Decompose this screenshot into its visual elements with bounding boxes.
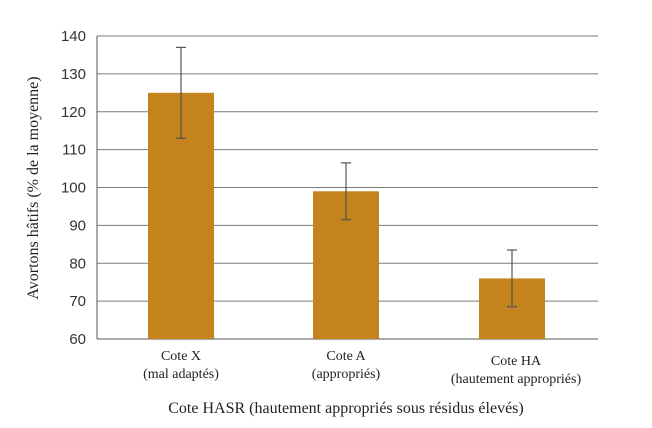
x-category-label-2-line-1: Cote A bbox=[326, 349, 366, 364]
y-axis-title: Avortons hâtifs (% de la moyenne) bbox=[25, 76, 42, 299]
x-category-labels: Cote X (mal adaptés) Cote A (appropriés) Cot… bbox=[143, 349, 581, 387]
x-category-label-1-line-2: (mal adaptés) bbox=[143, 367, 219, 382]
error-bars bbox=[176, 46, 517, 308]
bars bbox=[148, 92, 545, 339]
y-tick-130: 130 bbox=[61, 66, 86, 83]
x-category-label-2-line-2: (appropriés) bbox=[312, 367, 381, 382]
y-tick-80: 80 bbox=[69, 255, 86, 272]
x-category-label-3-line-2: (hautement appropriés) bbox=[451, 372, 582, 387]
y-tick-90: 90 bbox=[69, 217, 86, 234]
x-axis-title: Cote HASR (hautement appropriés sous rés… bbox=[168, 400, 523, 417]
x-category-label-3-line-1: Cote HA bbox=[491, 354, 542, 369]
y-tick-70: 70 bbox=[69, 293, 86, 310]
x-category-label-1-line-1: Cote X bbox=[161, 349, 201, 364]
y-tick-60: 60 bbox=[69, 331, 86, 348]
y-tick-100: 100 bbox=[61, 180, 86, 197]
y-tick-labels: 60 70 80 90 100 110 120 130 140 bbox=[61, 28, 86, 348]
y-tick-110: 110 bbox=[62, 142, 86, 159]
y-tick-120: 120 bbox=[61, 104, 86, 121]
y-tick-140: 140 bbox=[61, 28, 86, 45]
